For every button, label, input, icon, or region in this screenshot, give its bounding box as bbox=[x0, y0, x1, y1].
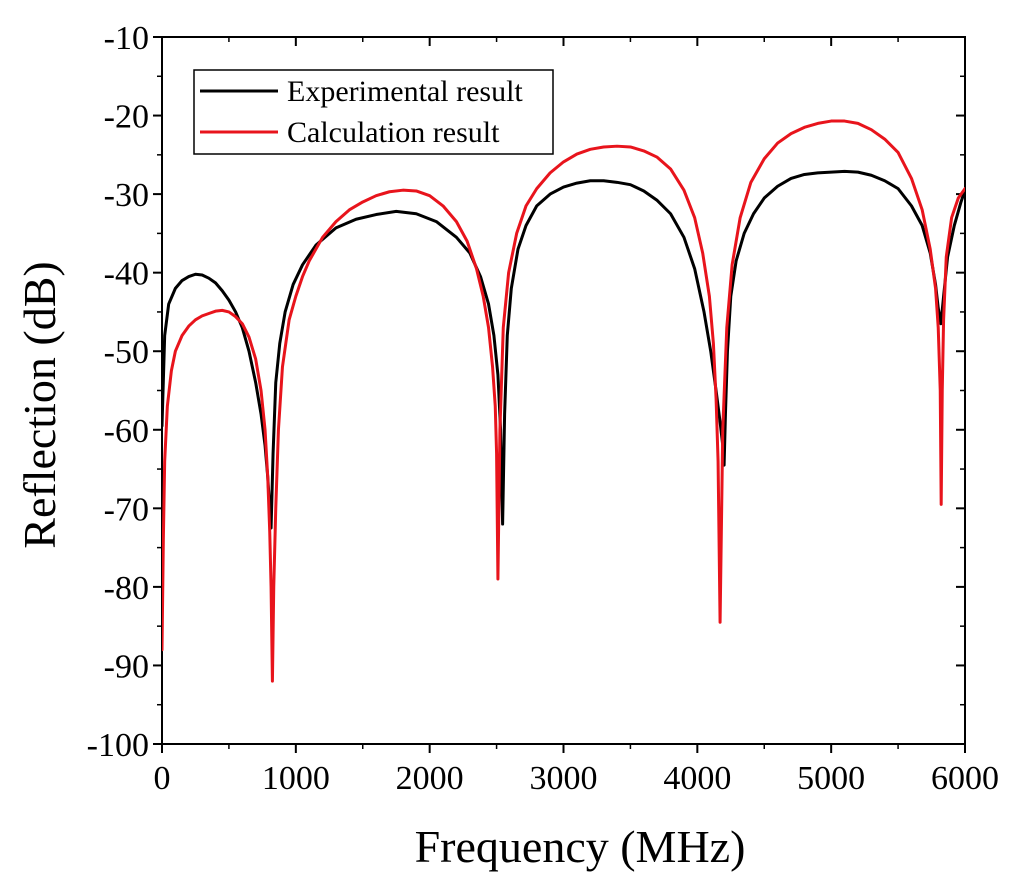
y-tick-label: -30 bbox=[104, 177, 149, 214]
x-tick-label: 3000 bbox=[530, 760, 598, 797]
y-tick-label: -50 bbox=[104, 334, 149, 371]
legend: Experimental result Calculation result bbox=[193, 69, 554, 155]
y-tick-label: -80 bbox=[104, 570, 149, 607]
y-tick-label: -40 bbox=[104, 256, 149, 293]
legend-label-experimental: Experimental result bbox=[287, 75, 523, 108]
x-tick-label: 0 bbox=[154, 760, 171, 797]
series-layer bbox=[162, 119, 965, 683]
y-tick-label: -100 bbox=[87, 727, 149, 764]
x-tick-label: 2000 bbox=[396, 760, 464, 797]
x-axis-ticks: 0 1000 2000 3000 4000 5000 6000 bbox=[154, 37, 999, 797]
series-line-calculation bbox=[162, 119, 965, 683]
y-tick-label: -20 bbox=[104, 99, 149, 136]
y-tick-label: -90 bbox=[104, 648, 149, 685]
legend-box bbox=[193, 69, 554, 155]
y-tick-label: -10 bbox=[104, 20, 149, 57]
x-tick-label: 6000 bbox=[931, 760, 999, 797]
y-axis-title: Reflection (dB) bbox=[14, 261, 65, 548]
x-tick-label: 1000 bbox=[262, 760, 330, 797]
x-axis-title: Frequency (MHz) bbox=[415, 821, 746, 872]
y-axis-ticks: -10 -20 -30 -40 -50 -60 -70 -80 -90 -100 bbox=[87, 20, 965, 764]
x-tick-label: 4000 bbox=[663, 760, 731, 797]
x-tick-label: 5000 bbox=[797, 760, 865, 797]
series-line-experimental bbox=[162, 169, 965, 530]
y-tick-label: -60 bbox=[104, 413, 149, 450]
legend-label-calculation: Calculation result bbox=[287, 116, 500, 149]
y-tick-label: -70 bbox=[104, 491, 149, 528]
